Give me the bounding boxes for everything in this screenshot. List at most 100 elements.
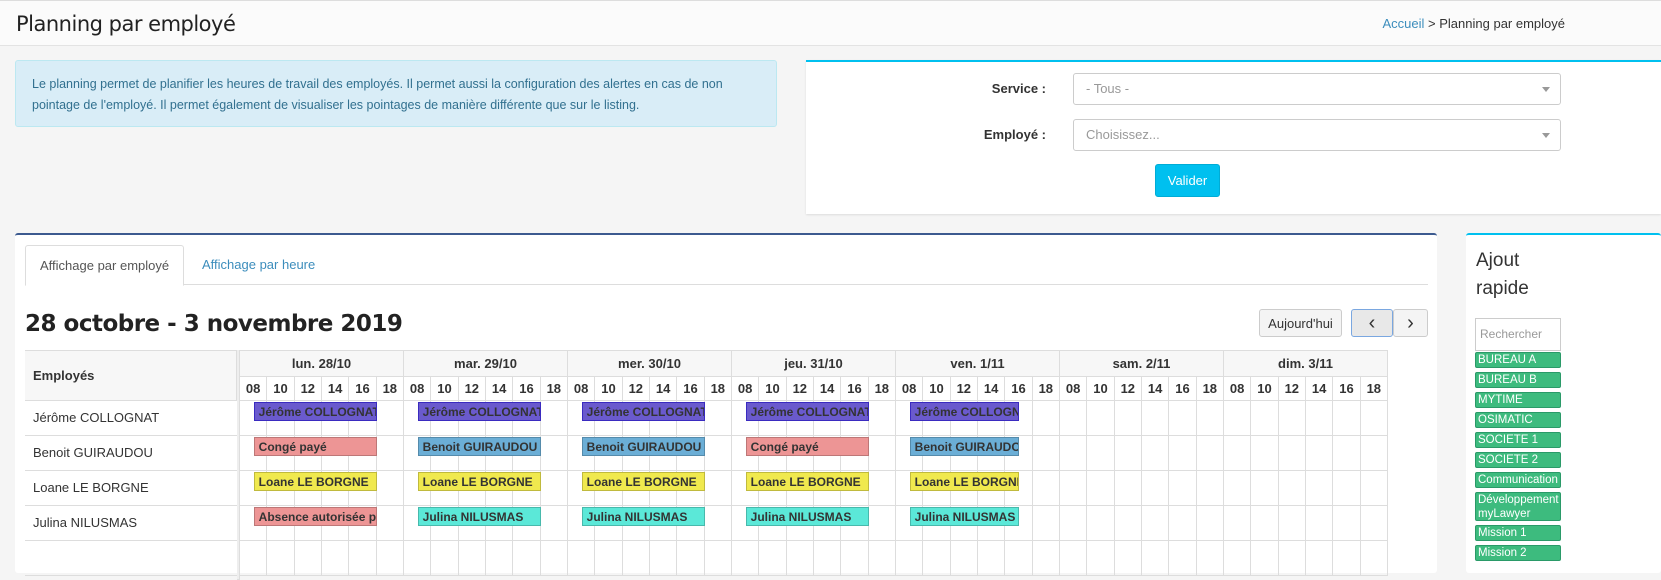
time-slot[interactable] bbox=[540, 541, 568, 576]
time-slot[interactable] bbox=[896, 541, 924, 576]
quick-add-item[interactable]: SOCIETE 1 bbox=[1475, 432, 1561, 448]
time-slot[interactable] bbox=[1114, 506, 1142, 541]
time-slot[interactable] bbox=[1196, 401, 1224, 436]
time-slot[interactable] bbox=[240, 541, 268, 576]
time-slot[interactable] bbox=[1114, 471, 1142, 506]
time-slot[interactable] bbox=[376, 436, 404, 471]
time-slot[interactable] bbox=[1060, 541, 1088, 576]
time-slot[interactable] bbox=[1196, 541, 1224, 576]
time-slot[interactable] bbox=[1142, 541, 1170, 576]
time-slot[interactable] bbox=[868, 471, 896, 506]
time-slot[interactable] bbox=[568, 541, 596, 576]
planning-event[interactable]: Congé payé bbox=[253, 437, 377, 456]
time-slot[interactable] bbox=[1060, 436, 1088, 471]
time-slot[interactable] bbox=[1224, 401, 1252, 436]
time-slot[interactable] bbox=[376, 506, 404, 541]
time-slot[interactable] bbox=[1060, 506, 1088, 541]
time-slot[interactable] bbox=[650, 541, 678, 576]
time-slot[interactable] bbox=[1060, 401, 1088, 436]
time-slot[interactable] bbox=[1224, 506, 1252, 541]
time-slot[interactable] bbox=[1005, 506, 1033, 541]
time-slot[interactable] bbox=[1087, 541, 1115, 576]
time-slot[interactable] bbox=[1333, 541, 1361, 576]
tab-by-hour[interactable]: Affichage par heure bbox=[202, 257, 316, 272]
planning-event[interactable]: Loane LE BORGNE bbox=[745, 472, 869, 491]
time-slot[interactable] bbox=[978, 541, 1006, 576]
time-slot[interactable] bbox=[1278, 541, 1306, 576]
time-slot[interactable] bbox=[267, 541, 295, 576]
planning-event[interactable]: Benoit GUIRAUDOU bbox=[417, 437, 541, 456]
time-slot[interactable] bbox=[1114, 436, 1142, 471]
time-slot[interactable] bbox=[1169, 471, 1197, 506]
time-slot[interactable] bbox=[1032, 471, 1060, 506]
time-slot[interactable] bbox=[1142, 436, 1170, 471]
time-slot[interactable] bbox=[1360, 506, 1388, 541]
time-slot[interactable] bbox=[841, 541, 869, 576]
time-slot[interactable] bbox=[1251, 541, 1279, 576]
time-slot[interactable] bbox=[704, 506, 732, 541]
next-button[interactable]: › bbox=[1393, 309, 1428, 337]
time-slot[interactable] bbox=[1142, 401, 1170, 436]
planning-event[interactable]: Loane LE BORGNE bbox=[581, 472, 705, 491]
time-slot[interactable] bbox=[1278, 471, 1306, 506]
time-slot[interactable] bbox=[1005, 471, 1033, 506]
time-slot[interactable] bbox=[1224, 436, 1252, 471]
prev-button[interactable]: ‹ bbox=[1351, 309, 1393, 337]
planning-event[interactable]: Julina NILUSMAS bbox=[581, 507, 705, 526]
time-slot[interactable] bbox=[540, 471, 568, 506]
time-slot[interactable] bbox=[376, 541, 404, 576]
time-slot[interactable] bbox=[1196, 471, 1224, 506]
time-slot[interactable] bbox=[1251, 506, 1279, 541]
quick-add-item[interactable]: Développement myLawyer bbox=[1475, 492, 1561, 521]
time-slot[interactable] bbox=[1251, 471, 1279, 506]
time-slot[interactable] bbox=[622, 541, 650, 576]
quick-add-item[interactable]: BUREAU B bbox=[1475, 372, 1561, 388]
time-slot[interactable] bbox=[1005, 436, 1033, 471]
time-slot[interactable] bbox=[1306, 401, 1334, 436]
time-slot[interactable] bbox=[1333, 401, 1361, 436]
employee-select[interactable]: Choisissez... bbox=[1073, 119, 1561, 151]
time-slot[interactable] bbox=[349, 541, 377, 576]
time-slot[interactable] bbox=[513, 541, 541, 576]
planning-event[interactable]: Julina NILUSMAS bbox=[417, 507, 541, 526]
time-slot[interactable] bbox=[868, 506, 896, 541]
time-slot[interactable] bbox=[1032, 541, 1060, 576]
planning-event[interactable]: Julina NILUSMAS bbox=[909, 507, 1019, 526]
time-slot[interactable] bbox=[923, 541, 951, 576]
time-slot[interactable] bbox=[1087, 506, 1115, 541]
quick-add-item[interactable]: MYTIME bbox=[1475, 392, 1561, 408]
time-slot[interactable] bbox=[540, 506, 568, 541]
time-slot[interactable] bbox=[1196, 506, 1224, 541]
time-slot[interactable] bbox=[1333, 436, 1361, 471]
quick-add-item[interactable]: BUREAU A bbox=[1475, 352, 1561, 368]
planning-event[interactable]: Jérôme COLLOGNAT bbox=[581, 402, 705, 421]
planning-event[interactable]: Jérôme COLLOGNAT bbox=[745, 402, 869, 421]
service-select[interactable]: - Tous - bbox=[1073, 73, 1561, 105]
submit-button[interactable]: Valider bbox=[1155, 164, 1220, 197]
planning-event[interactable]: Absence autorisée payée bbox=[253, 507, 377, 526]
today-button[interactable]: Aujourd'hui bbox=[1259, 309, 1342, 337]
planning-event[interactable]: Jérôme COLLOGNAT bbox=[909, 402, 1019, 421]
time-slot[interactable] bbox=[868, 436, 896, 471]
time-slot[interactable] bbox=[431, 541, 459, 576]
time-slot[interactable] bbox=[1032, 401, 1060, 436]
time-slot[interactable] bbox=[595, 541, 623, 576]
time-slot[interactable] bbox=[1251, 401, 1279, 436]
time-slot[interactable] bbox=[376, 471, 404, 506]
time-slot[interactable] bbox=[540, 401, 568, 436]
time-slot[interactable] bbox=[376, 401, 404, 436]
time-slot[interactable] bbox=[950, 541, 978, 576]
time-slot[interactable] bbox=[1169, 436, 1197, 471]
time-slot[interactable] bbox=[1360, 471, 1388, 506]
time-slot[interactable] bbox=[1005, 401, 1033, 436]
time-slot[interactable] bbox=[1224, 541, 1252, 576]
quick-add-item[interactable]: OSIMATIC bbox=[1475, 412, 1561, 428]
time-slot[interactable] bbox=[1142, 471, 1170, 506]
planning-event[interactable]: Jérôme COLLOGNAT bbox=[253, 402, 377, 421]
time-slot[interactable] bbox=[1306, 506, 1334, 541]
time-slot[interactable] bbox=[1306, 541, 1334, 576]
planning-event[interactable]: Loane LE BORGNE bbox=[253, 472, 377, 491]
time-slot[interactable] bbox=[868, 401, 896, 436]
time-slot[interactable] bbox=[1169, 506, 1197, 541]
time-slot[interactable] bbox=[1005, 541, 1033, 576]
